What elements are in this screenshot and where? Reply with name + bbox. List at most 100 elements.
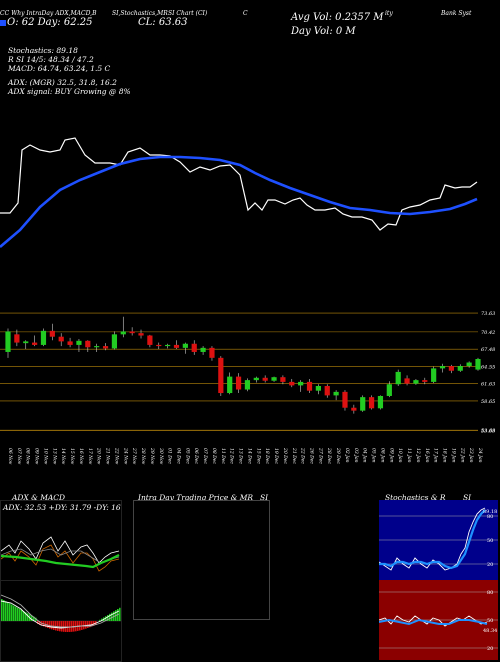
candle xyxy=(457,364,463,372)
header-line1-right: SI Chart (CI) xyxy=(168,10,208,17)
macd-histogram-bar xyxy=(31,615,33,621)
date-label: 12 Dec xyxy=(229,448,235,464)
macd-histogram-bar xyxy=(21,610,23,621)
price-axis-label: 53.63 xyxy=(481,428,495,434)
candle xyxy=(85,340,91,352)
macd-histogram-bar xyxy=(3,600,5,621)
price-axis-label: 67.48 xyxy=(481,347,495,353)
candle xyxy=(129,327,135,336)
price-axis-label: 58.65 xyxy=(481,399,495,405)
header-line1-mid: SI,Stochastics,MR xyxy=(112,10,168,17)
candle xyxy=(342,390,348,411)
candle xyxy=(386,381,392,398)
date-label: 18 Jan xyxy=(442,448,448,463)
rsi-axis-50: 50 xyxy=(487,618,493,624)
candle xyxy=(173,340,180,350)
candle xyxy=(413,378,419,385)
macd-histogram-bar xyxy=(13,605,15,621)
open-day-label: O: 62 Day: 62.25 xyxy=(0,17,92,28)
date-label: 16 Jan xyxy=(424,448,430,463)
date-label: 07 Nov xyxy=(16,448,22,465)
macd-histogram-bar xyxy=(59,621,61,632)
date-label: 05 Dec xyxy=(184,448,190,464)
date-label: 12 Jan xyxy=(415,448,421,463)
date-label: 27 Nov xyxy=(131,447,137,465)
date-label: 22 Jan xyxy=(459,447,465,463)
macd-panel xyxy=(0,580,122,662)
candle xyxy=(395,369,401,386)
date-label: 11 Jan xyxy=(406,448,412,463)
macd-histogram-bar xyxy=(69,621,71,632)
date-label: 06 Dec xyxy=(193,448,199,464)
stochastics-label: Stochastics: 89.18 xyxy=(8,46,78,55)
rsi-axis-20: 20 xyxy=(487,646,493,652)
date-label: 24 Nov xyxy=(122,447,128,465)
date-label: 24 Jan xyxy=(477,447,483,463)
candle xyxy=(466,361,472,368)
header-line1-far3: Bank Syst xyxy=(441,10,472,17)
rsi-panel: 80 50 20 48.34 xyxy=(379,580,498,660)
date-label: 26 Dec xyxy=(309,447,315,464)
candle xyxy=(76,339,82,352)
candle xyxy=(253,376,259,383)
macd-histogram-bar xyxy=(17,607,19,621)
date-label: 09 Nov xyxy=(34,448,40,465)
candle xyxy=(475,357,481,371)
date-label: 10 Nov xyxy=(42,448,48,465)
candle xyxy=(439,363,446,373)
candle xyxy=(333,390,339,401)
date-label: 09 Jan xyxy=(388,448,394,463)
date-label: 01 Dec xyxy=(167,448,173,464)
macd-histogram-bar xyxy=(39,621,41,625)
candle xyxy=(5,328,11,358)
candle xyxy=(120,316,126,338)
date-label: 13 Dec xyxy=(238,448,244,464)
stochastics-panel: 80 50 20 89.18 xyxy=(379,500,498,580)
rsi-value: 48.34 xyxy=(483,628,497,634)
macd-histogram-bar xyxy=(55,621,57,631)
macd-histogram-bar xyxy=(99,619,101,621)
date-label: 08 Jan xyxy=(379,448,385,463)
date-label: 20 Dec xyxy=(282,447,288,464)
macd-histogram-bar xyxy=(25,612,27,621)
candle xyxy=(377,395,384,410)
candle xyxy=(209,346,215,361)
date-label: 21 Dec xyxy=(291,447,297,464)
candle xyxy=(289,378,295,388)
macd-histogram-bar xyxy=(101,618,103,621)
candle xyxy=(422,377,428,385)
date-label: 23 Jan xyxy=(468,447,474,463)
candle xyxy=(368,395,375,410)
date-label: 02 Jan xyxy=(344,448,350,463)
date-label: 19 Dec xyxy=(273,448,279,464)
candle xyxy=(191,340,197,355)
macd-histogram-bar xyxy=(67,621,69,632)
candle xyxy=(23,340,29,350)
intraday-title: Intra Day Trading Price & MR xyxy=(138,493,254,502)
intraday-title-2: SI xyxy=(260,493,269,502)
price-axis-label: 73.63 xyxy=(481,311,495,317)
date-label: 04 Jan xyxy=(362,448,368,463)
macd-histogram-bar xyxy=(57,621,59,631)
date-label: 14 Nov xyxy=(60,448,66,465)
macd-histogram-bar xyxy=(37,621,39,624)
stoch-axis-50: 50 xyxy=(487,538,493,544)
candle xyxy=(280,375,286,385)
macd-histogram-bar xyxy=(93,621,95,626)
macd-histogram-bar xyxy=(119,607,121,621)
date-label: 22 Nov xyxy=(113,447,119,465)
candle xyxy=(156,342,162,350)
macd-histogram-bar xyxy=(1,599,3,621)
macd-histogram-bar xyxy=(65,621,67,632)
date-label: 29 Dec xyxy=(335,447,341,464)
moving-average-line xyxy=(0,155,478,248)
date-label: 28 Nov xyxy=(140,447,146,465)
macd-histogram-bar xyxy=(53,621,55,630)
adx-panel: ADX: 32.53 +DY: 31.79 -DY: 16.18 xyxy=(0,500,122,582)
date-label: 04 Dec xyxy=(175,448,181,464)
candle xyxy=(244,378,251,392)
candle xyxy=(67,337,73,348)
macd-histogram-bar xyxy=(87,621,89,628)
macd-histogram-bar xyxy=(15,606,17,621)
date-label: 07 Dec xyxy=(202,448,208,464)
